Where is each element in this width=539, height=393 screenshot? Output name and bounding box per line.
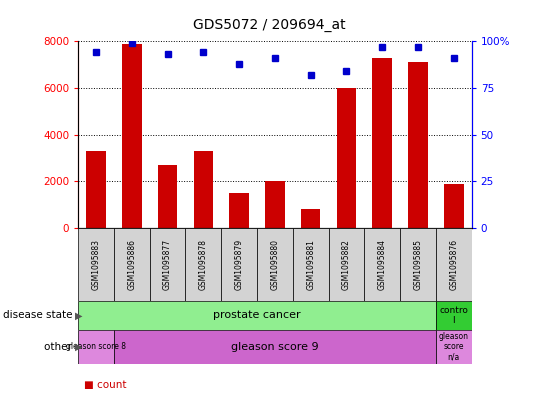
Bar [114, 330, 436, 364]
Text: gleason score 9: gleason score 9 [231, 342, 319, 352]
Bar [78, 228, 114, 301]
Bar [364, 228, 400, 301]
Text: GSM1095884: GSM1095884 [378, 239, 386, 290]
Text: gleason score 8: gleason score 8 [66, 342, 126, 351]
Bar [329, 228, 364, 301]
Bar [122, 44, 142, 228]
Bar [372, 58, 392, 228]
Bar [86, 151, 106, 228]
Text: GSM1095882: GSM1095882 [342, 239, 351, 290]
Text: ▶: ▶ [75, 310, 83, 320]
Text: GDS5072 / 209694_at: GDS5072 / 209694_at [193, 18, 346, 32]
Text: GSM1095886: GSM1095886 [127, 239, 136, 290]
Bar [114, 228, 150, 301]
Text: disease state: disease state [3, 310, 75, 320]
Text: GSM1095883: GSM1095883 [92, 239, 101, 290]
Text: other: other [44, 342, 75, 352]
Text: GSM1095879: GSM1095879 [234, 239, 244, 290]
Text: GSM1095878: GSM1095878 [199, 239, 208, 290]
Text: prostate cancer: prostate cancer [213, 310, 301, 320]
Text: ■ count: ■ count [84, 380, 126, 390]
Bar [400, 228, 436, 301]
Bar [265, 181, 285, 228]
Bar [444, 184, 464, 228]
Bar [408, 62, 428, 228]
Bar [293, 228, 329, 301]
Bar [301, 209, 321, 228]
Text: ▶: ▶ [75, 342, 83, 352]
Text: gleason
score
n/a: gleason score n/a [439, 332, 469, 362]
Text: GSM1095876: GSM1095876 [449, 239, 458, 290]
Text: GSM1095881: GSM1095881 [306, 239, 315, 290]
Bar [436, 330, 472, 364]
Text: GSM1095880: GSM1095880 [271, 239, 279, 290]
Bar [436, 228, 472, 301]
Bar [194, 151, 213, 228]
Bar [221, 228, 257, 301]
Bar [436, 301, 472, 330]
Text: contro
l: contro l [439, 306, 468, 325]
Text: GSM1095885: GSM1095885 [413, 239, 423, 290]
Bar [158, 165, 177, 228]
Bar [185, 228, 221, 301]
Text: GSM1095877: GSM1095877 [163, 239, 172, 290]
Bar [257, 228, 293, 301]
Bar [78, 330, 114, 364]
Bar [229, 193, 249, 228]
Bar [150, 228, 185, 301]
Bar [336, 88, 356, 228]
